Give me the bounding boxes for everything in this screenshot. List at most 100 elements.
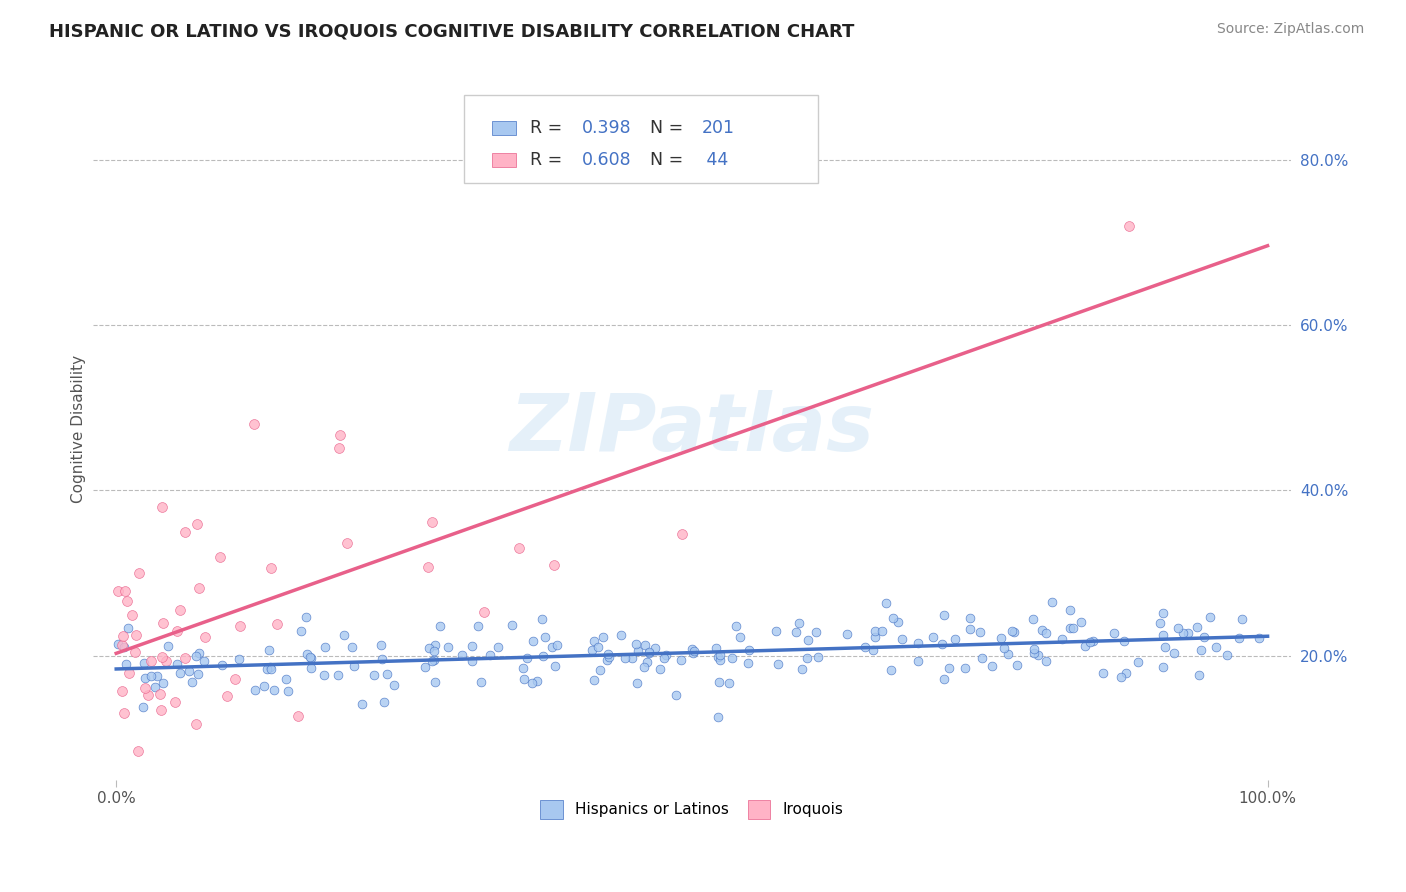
Point bbox=[876, 596, 898, 610]
Point bbox=[738, 642, 761, 657]
Point bbox=[127, 744, 149, 758]
Point bbox=[853, 640, 876, 654]
Point bbox=[718, 676, 741, 690]
Point bbox=[117, 621, 139, 635]
Point bbox=[922, 631, 945, 645]
Point bbox=[112, 706, 135, 721]
Point bbox=[652, 651, 675, 665]
Point bbox=[721, 651, 744, 665]
Point bbox=[429, 619, 451, 633]
Point bbox=[796, 632, 818, 647]
Point bbox=[1022, 612, 1045, 626]
Point bbox=[671, 526, 693, 541]
Point bbox=[350, 697, 373, 711]
FancyBboxPatch shape bbox=[492, 153, 516, 167]
Point bbox=[114, 657, 136, 671]
Point bbox=[274, 673, 297, 687]
Point bbox=[522, 633, 544, 648]
Point bbox=[423, 653, 446, 667]
Point bbox=[879, 663, 901, 677]
Legend: Hispanics or Latinos, Iroquois: Hispanics or Latinos, Iroquois bbox=[534, 794, 849, 824]
Point bbox=[486, 640, 509, 654]
Point bbox=[373, 694, 395, 708]
Point bbox=[260, 561, 283, 575]
Point bbox=[194, 630, 217, 644]
Point bbox=[807, 649, 830, 664]
Point bbox=[193, 654, 215, 668]
Point bbox=[1081, 633, 1104, 648]
Point bbox=[314, 640, 336, 655]
Point bbox=[887, 615, 910, 629]
Point bbox=[725, 619, 748, 633]
Point bbox=[332, 628, 354, 642]
Point bbox=[186, 717, 208, 731]
Point bbox=[766, 657, 789, 671]
Point bbox=[150, 703, 173, 717]
Point bbox=[143, 680, 166, 694]
Text: Source: ZipAtlas.com: Source: ZipAtlas.com bbox=[1216, 22, 1364, 37]
Point bbox=[1189, 643, 1212, 657]
Point bbox=[155, 655, 177, 669]
Point bbox=[134, 671, 156, 685]
Point bbox=[1205, 640, 1227, 654]
Point bbox=[174, 651, 197, 665]
Point bbox=[728, 631, 751, 645]
Point bbox=[295, 647, 318, 661]
Point bbox=[336, 536, 359, 550]
Point bbox=[626, 644, 648, 658]
Point bbox=[707, 675, 730, 690]
Point bbox=[737, 656, 759, 670]
Point bbox=[863, 631, 886, 645]
Point bbox=[163, 695, 186, 709]
Point bbox=[907, 635, 929, 649]
Text: N =: N = bbox=[650, 151, 689, 169]
Point bbox=[152, 615, 174, 630]
Point bbox=[1153, 640, 1175, 654]
Point bbox=[1114, 634, 1136, 648]
Point bbox=[1216, 648, 1239, 662]
Point bbox=[534, 631, 557, 645]
Point bbox=[1062, 621, 1084, 635]
Point bbox=[882, 611, 904, 625]
Point bbox=[474, 605, 496, 619]
Point bbox=[420, 515, 443, 529]
Point bbox=[501, 618, 523, 632]
Point bbox=[862, 643, 884, 657]
Point bbox=[181, 674, 204, 689]
Point bbox=[134, 681, 156, 696]
Point bbox=[287, 708, 309, 723]
Point bbox=[709, 648, 731, 662]
Point bbox=[626, 676, 648, 690]
Point bbox=[1153, 660, 1175, 674]
Point bbox=[943, 632, 966, 646]
Point bbox=[638, 645, 661, 659]
Point bbox=[128, 566, 150, 580]
Point bbox=[990, 632, 1012, 646]
Point bbox=[934, 672, 956, 686]
Point bbox=[1074, 640, 1097, 654]
Point bbox=[253, 679, 276, 693]
Point bbox=[260, 662, 283, 676]
Point bbox=[1188, 667, 1211, 681]
Point bbox=[117, 666, 139, 681]
Point bbox=[531, 649, 554, 664]
Point bbox=[934, 608, 956, 623]
Point bbox=[375, 667, 398, 681]
Point bbox=[290, 624, 312, 639]
Point bbox=[638, 646, 661, 660]
Point bbox=[467, 619, 489, 633]
Point bbox=[586, 640, 609, 655]
Point bbox=[186, 516, 208, 531]
Point bbox=[1163, 647, 1185, 661]
Point bbox=[1177, 626, 1199, 640]
Point bbox=[298, 650, 321, 665]
Point bbox=[152, 675, 174, 690]
Point bbox=[790, 662, 813, 676]
Point bbox=[1109, 670, 1132, 684]
Point bbox=[328, 441, 350, 455]
Point bbox=[136, 688, 159, 702]
Point bbox=[1059, 622, 1081, 636]
Point bbox=[598, 649, 620, 664]
Point bbox=[470, 675, 492, 690]
Point bbox=[596, 647, 619, 661]
